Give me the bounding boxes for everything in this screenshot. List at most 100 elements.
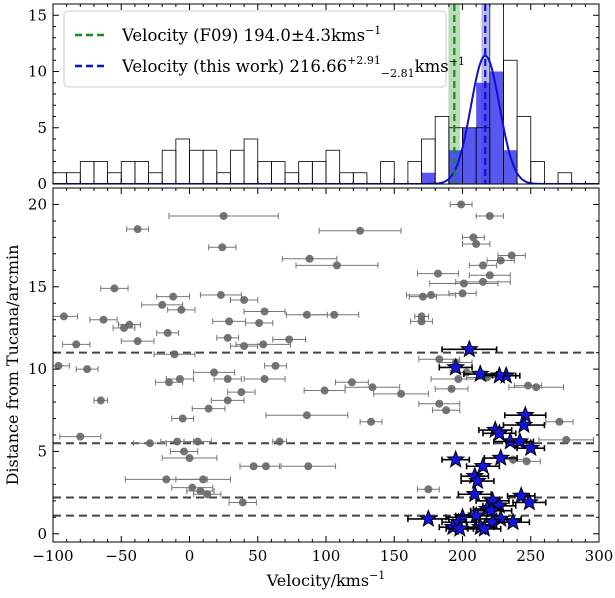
- hist-bar: [53, 172, 68, 184]
- nonmember-star: [475, 211, 504, 220]
- nonmember-star: [168, 211, 279, 220]
- nonmember-star: [449, 200, 473, 209]
- nonmember-star: [309, 310, 360, 319]
- nonmember-star: [265, 411, 349, 420]
- hist-bar: [175, 138, 190, 184]
- scatter-panel: 0 5 10 15 20 −100 −50 0 50 100 150 200 250 300 Veloc…: [3, 187, 613, 590]
- member-star: [512, 492, 547, 511]
- nonmember-star: [212, 317, 246, 326]
- nonmember-star: [431, 406, 461, 415]
- legend-thiswork-unit: kms: [415, 57, 449, 76]
- nonmember-star: [538, 435, 595, 444]
- nonmember-star: [183, 437, 212, 446]
- nonmember-star: [229, 295, 259, 304]
- nonmember-star: [53, 312, 79, 321]
- hist-bar: [352, 172, 368, 184]
- top-y-tick-label: 15: [28, 6, 47, 24]
- nonmember-star: [199, 291, 242, 300]
- nonmember-star: [191, 404, 226, 413]
- member-hist-bar: [421, 172, 436, 184]
- nonmember-star: [344, 383, 401, 392]
- hist-bar: [257, 161, 272, 184]
- nonmember-star: [100, 284, 129, 293]
- bottom-y-tick-label: 10: [28, 360, 47, 378]
- nonmember-star: [303, 386, 346, 395]
- hist-bar: [134, 161, 149, 184]
- legend-thiswork-label: Velocity (this work) 216.66+2.91−2.81kms…: [121, 54, 465, 80]
- nonmember-star: [244, 319, 274, 328]
- nonmember-star: [228, 498, 257, 507]
- nonmember-star: [193, 368, 236, 377]
- nonmember-star: [161, 454, 218, 463]
- x-axis-label-sup: −1: [369, 569, 385, 582]
- nonmember-star: [264, 361, 287, 370]
- nonmember-star: [406, 291, 457, 300]
- nonmember-star: [429, 279, 499, 288]
- hist-bar: [120, 161, 136, 184]
- nonmember-star: [208, 243, 237, 252]
- x-axis-label: Velocity/kms−1: [266, 569, 386, 590]
- legend-f09-sup: −1: [365, 24, 381, 37]
- member-star: [407, 509, 450, 527]
- nonmember-star: [75, 365, 99, 374]
- bottom-y-tick-label: 0: [37, 525, 47, 543]
- nonmember-star: [186, 486, 215, 495]
- bottom-x-tick-label: −50: [105, 547, 137, 565]
- nonmember-star: [318, 226, 402, 235]
- nonmember-star: [154, 378, 184, 387]
- hist-bar: [79, 161, 95, 184]
- hist-bar: [325, 149, 341, 184]
- y-axis-label: Distance from Tucana/arcmin: [3, 245, 22, 486]
- hist-bar: [434, 116, 450, 184]
- member-star: [483, 448, 518, 467]
- nonmember-star: [545, 417, 574, 426]
- top-y-tick-label: 10: [28, 63, 47, 81]
- nonmember-star: [227, 388, 256, 397]
- hist-bar: [93, 161, 108, 184]
- nonmember-star: [175, 475, 231, 484]
- legend-thiswork-unit-sup: −1: [449, 55, 465, 68]
- nonmember-star: [281, 254, 338, 263]
- nonmember-star: [59, 432, 102, 441]
- nonmember-star: [335, 378, 369, 387]
- nonmember-star: [243, 374, 286, 383]
- member-star: [463, 364, 498, 383]
- nonmember-star: [359, 417, 383, 426]
- nonmember-star: [167, 305, 196, 314]
- member-star: [441, 339, 498, 358]
- member-hist-bar: [503, 150, 518, 184]
- legend-f09-text: Velocity (F09) 194.0±4.3kms: [121, 26, 365, 45]
- member-star: [438, 357, 473, 376]
- top-y-tick-label: 0: [37, 175, 47, 193]
- bottom-x-tick-label: 0: [185, 547, 195, 565]
- nonmember-star: [418, 399, 461, 408]
- bottom-y-tick-label: 5: [37, 442, 47, 460]
- hist-bar: [66, 172, 81, 184]
- bottom-x-tick-label: 100: [312, 547, 341, 565]
- nonmember-star: [210, 396, 245, 405]
- member-star: [441, 449, 471, 468]
- hist-bar: [216, 172, 231, 184]
- nonmember-star: [434, 384, 469, 393]
- nonmember-star: [272, 437, 287, 446]
- nonmember-star: [373, 389, 429, 398]
- nonmember-star: [508, 383, 565, 392]
- nonmember-star: [251, 462, 281, 471]
- nonmember-star: [295, 261, 379, 270]
- nonmember-star: [416, 269, 459, 278]
- hist-bar: [189, 149, 204, 184]
- nonmember-star: [126, 225, 150, 234]
- bottom-x-tick-label: 250: [516, 547, 545, 565]
- nonmember-star: [416, 485, 440, 494]
- top-y-tick-label: 5: [37, 119, 47, 137]
- nonmember-star: [497, 251, 526, 260]
- legend-f09-label: Velocity (F09) 194.0±4.3kms−1: [121, 24, 381, 45]
- nonmember-star: [193, 490, 222, 499]
- nonmember-star: [235, 340, 292, 349]
- nonmember-star: [229, 342, 259, 351]
- nonmember-star: [156, 292, 190, 301]
- nonmember-star: [171, 483, 214, 492]
- member-star: [457, 484, 492, 503]
